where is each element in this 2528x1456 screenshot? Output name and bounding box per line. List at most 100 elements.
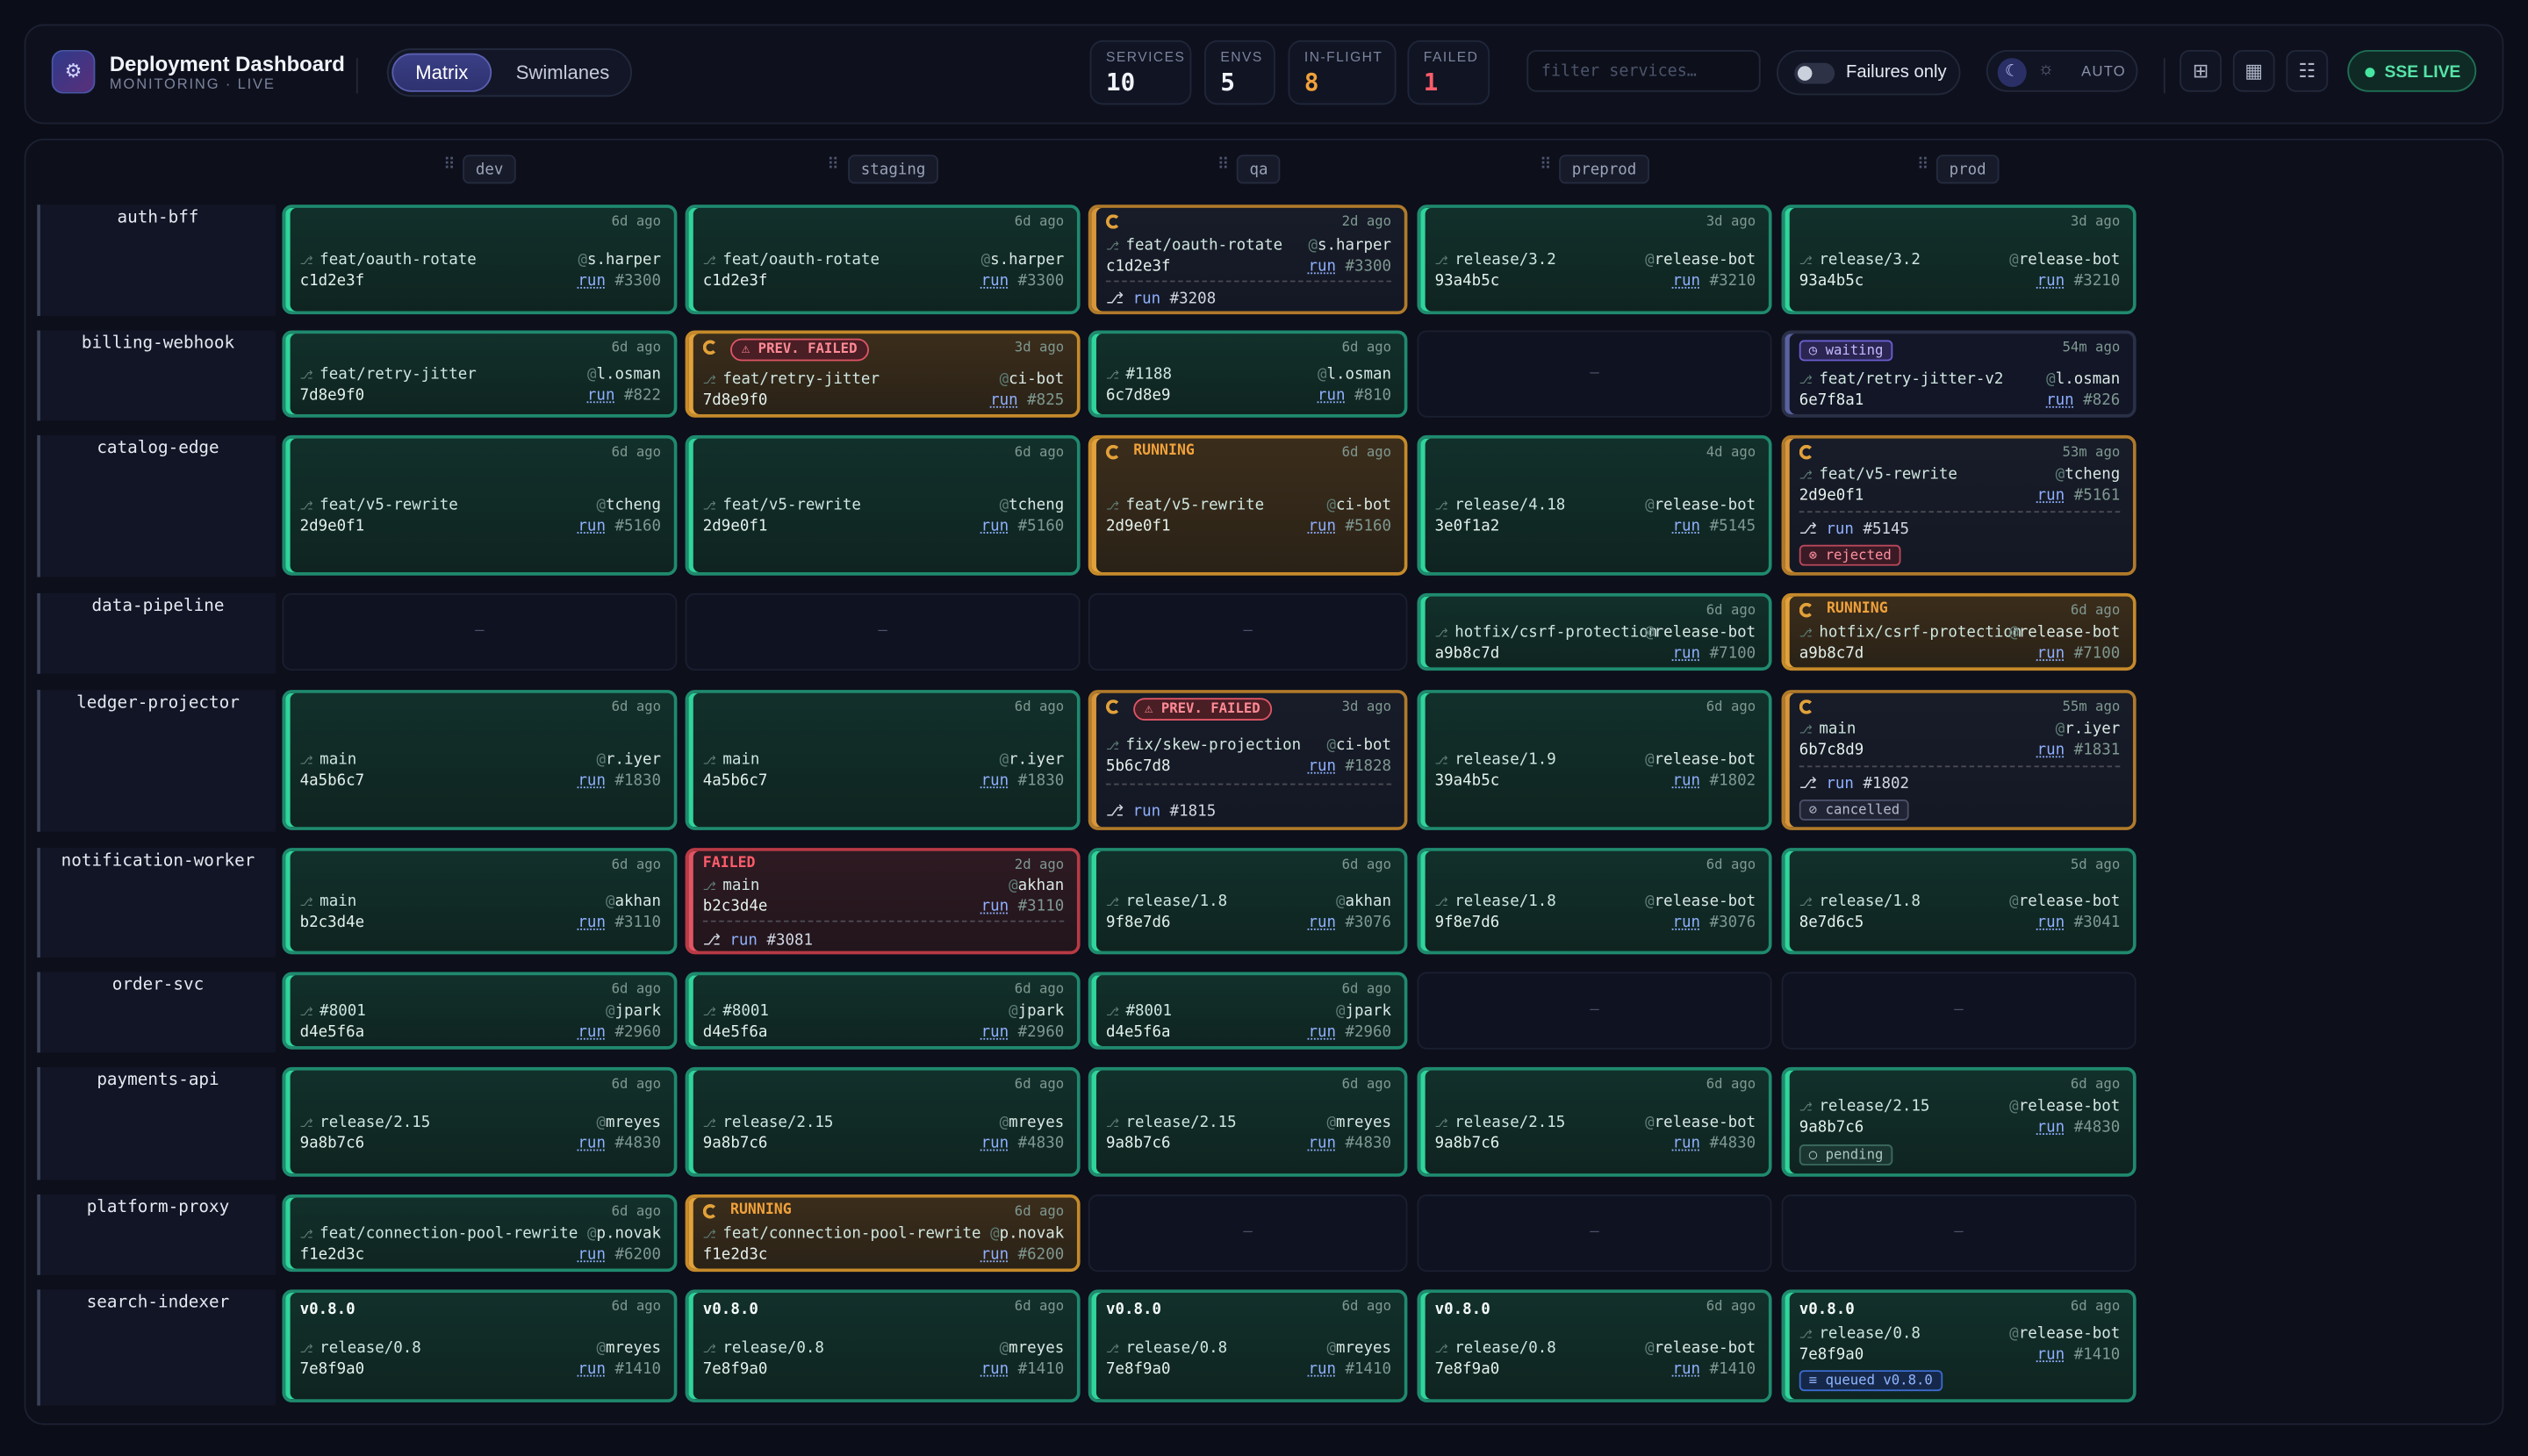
run-link[interactable]: run #2960 [1308, 1023, 1392, 1042]
deploy-cell-auth-bff-qa[interactable]: 2d ago feat/oauth-rotate s.harper c1d2e3… [1088, 204, 1408, 315]
column-header-dev[interactable]: dev [463, 154, 517, 184]
run-link[interactable]: run #3076 [1672, 914, 1756, 932]
run-link[interactable]: run #3210 [1672, 272, 1756, 290]
deploy-cell-notification-worker-qa[interactable]: 6d ago release/1.8 akhan 9f8e7d6 run #30… [1088, 848, 1408, 955]
deploy-cell-catalog-edge-preprod[interactable]: 4d ago release/4.18 release-bot 3e0f1a2 … [1417, 434, 1772, 576]
deploy-cell-ledger-projector-dev[interactable]: 6d ago main r.iyer 4a5b6c7 run #1830 [282, 690, 678, 830]
deploy-cell-payments-api-qa[interactable]: 6d ago release/2.15 mreyes 9a8b7c6 run #… [1088, 1066, 1408, 1177]
deploy-cell-notification-worker-dev[interactable]: 6d ago main akhan b2c3d4e run #3110 [282, 848, 678, 955]
run-link[interactable]: run #3110 [578, 914, 662, 932]
swimlanes-view-button[interactable]: Swimlanes [515, 61, 610, 84]
run-link[interactable]: run #826 [2046, 391, 2121, 410]
deploy-cell-notification-worker-preprod[interactable]: 6d ago release/1.8 release-bot 9f8e7d6 r… [1417, 848, 1772, 955]
run-link[interactable]: run #3210 [2036, 272, 2121, 290]
deploy-cell-auth-bff-staging[interactable]: 6d ago feat/oauth-rotate s.harper c1d2e3… [685, 204, 1081, 315]
sse-live-badge[interactable]: SSE LIVE [2347, 49, 2477, 92]
run-link[interactable]: run #5160 [578, 517, 662, 535]
failures-only-toggle[interactable]: Failures only [1777, 49, 1961, 96]
deploy-cell-notification-worker-staging[interactable]: FAILED 2d ago main akhan b2c3d4e run #31… [685, 848, 1081, 955]
run-link[interactable]: run #810 [1317, 386, 1392, 405]
deploy-cell-billing-webhook-dev[interactable]: 6d ago feat/retry-jitter l.osman 7d8e9f0… [282, 330, 678, 418]
deploy-cell-ledger-projector-preprod[interactable]: 6d ago release/1.9 release-bot 39a4b5c r… [1417, 690, 1772, 830]
row-label-auth-bff[interactable]: auth-bff [37, 204, 276, 316]
run-link[interactable]: run #822 [586, 386, 662, 405]
run-link[interactable]: run #1410 [1672, 1360, 1756, 1379]
row-label-search-indexer[interactable]: search-indexer [37, 1289, 276, 1406]
previous-run-link[interactable]: ⎇ run #3081 [702, 931, 814, 950]
run-link[interactable]: run #7100 [1672, 644, 1756, 663]
deploy-cell-billing-webhook-staging[interactable]: ⚠ PREV. FAILED 3d ago feat/retry-jitter … [685, 330, 1081, 418]
deploy-cell-data-pipeline-preprod[interactable]: 6d ago hotfix/csrf-protection release-bo… [1417, 592, 1772, 671]
row-label-payments-api[interactable]: payments-api [37, 1066, 276, 1180]
filter-services-input[interactable]: filter services… [1526, 49, 1761, 92]
previous-run-link[interactable]: ⎇ run #5145 [1799, 520, 1909, 539]
run-link[interactable]: run #5145 [1672, 517, 1756, 535]
deploy-cell-auth-bff-prod[interactable]: 3d ago release/3.2 release-bot 93a4b5c r… [1781, 204, 2137, 315]
deploy-cell-ledger-projector-qa[interactable]: ⚠ PREV. FAILED 3d ago fix/skew-projectio… [1088, 690, 1408, 830]
deploy-cell-billing-webhook-prod[interactable]: ◷ waiting 54m ago feat/retry-jitter-v2 l… [1781, 330, 2137, 418]
run-link[interactable]: run #1830 [578, 771, 662, 790]
deploy-cell-catalog-edge-qa[interactable]: RUNNING 6d ago feat/v5-rewrite ci-bot 2d… [1088, 434, 1408, 576]
run-link[interactable]: run #1831 [2036, 741, 2121, 760]
run-link[interactable]: run #6200 [578, 1245, 662, 1264]
row-label-notification-worker[interactable]: notification-worker [37, 848, 276, 958]
run-link[interactable]: run #3300 [1308, 257, 1392, 276]
deploy-cell-payments-api-prod[interactable]: 6d ago release/2.15 release-bot 9a8b7c6 … [1781, 1066, 2137, 1177]
run-link[interactable]: run #1410 [2036, 1345, 2121, 1364]
deploy-cell-payments-api-staging[interactable]: 6d ago release/2.15 mreyes 9a8b7c6 run #… [685, 1066, 1081, 1177]
drag-handle-icon[interactable]: ⠿ [1540, 156, 1552, 175]
deploy-cell-catalog-edge-staging[interactable]: 6d ago feat/v5-rewrite tcheng 2d9e0f1 ru… [685, 434, 1081, 576]
deploy-cell-order-svc-staging[interactable]: 6d ago #8001 jpark d4e5f6a run #2960 [685, 972, 1081, 1050]
deploy-cell-billing-webhook-qa[interactable]: 6d ago #1188 l.osman 6c7d8e9 run #810 [1088, 330, 1408, 418]
deploy-cell-platform-proxy-dev[interactable]: 6d ago feat/connection-pool-rewrite p.no… [282, 1194, 678, 1273]
deploy-cell-search-indexer-staging[interactable]: v0.8.0 6d ago release/0.8 mreyes 7e8f9a0… [685, 1289, 1081, 1402]
row-label-billing-webhook[interactable]: billing-webhook [37, 330, 276, 421]
column-header-qa[interactable]: qa [1236, 154, 1282, 184]
run-link[interactable]: run #825 [990, 391, 1065, 410]
run-link[interactable]: run #1410 [578, 1360, 662, 1379]
row-label-ledger-projector[interactable]: ledger-projector [37, 690, 276, 832]
previous-run-link[interactable]: ⎇ run #1815 [1105, 802, 1217, 821]
run-link[interactable]: run #1802 [1672, 771, 1756, 790]
run-link[interactable]: run #1828 [1308, 757, 1392, 776]
previous-run-link[interactable]: ⎇ run #3208 [1105, 290, 1217, 308]
deploy-cell-auth-bff-preprod[interactable]: 3d ago release/3.2 release-bot 93a4b5c r… [1417, 204, 1772, 315]
drag-handle-icon[interactable]: ⠿ [1916, 156, 1929, 175]
row-label-data-pipeline[interactable]: data-pipeline [37, 592, 276, 674]
deploy-cell-payments-api-preprod[interactable]: 6d ago release/2.15 release-bot 9a8b7c6 … [1417, 1066, 1772, 1177]
run-link[interactable]: run #3076 [1308, 914, 1392, 932]
table-layout-icon[interactable]: ▦ [2232, 49, 2275, 92]
deploy-cell-data-pipeline-prod[interactable]: RUNNING 6d ago hotfix/csrf-protection re… [1781, 592, 2137, 671]
previous-run-link[interactable]: ⎇ run #1802 [1799, 775, 1909, 793]
run-link[interactable]: run #7100 [2036, 644, 2121, 663]
run-link[interactable]: run #3041 [2036, 914, 2121, 932]
run-link[interactable]: run #5160 [1308, 517, 1392, 535]
run-link[interactable]: run #2960 [980, 1023, 1065, 1042]
run-link[interactable]: run #1830 [980, 771, 1065, 790]
deploy-cell-catalog-edge-prod[interactable]: 53m ago feat/v5-rewrite tcheng 2d9e0f1 r… [1781, 434, 2137, 576]
toggle-switch[interactable] [1794, 62, 1835, 84]
deploy-cell-payments-api-dev[interactable]: 6d ago release/2.15 mreyes 9a8b7c6 run #… [282, 1066, 678, 1177]
sun-icon[interactable]: ☼ [2037, 59, 2055, 79]
row-label-platform-proxy[interactable]: platform-proxy [37, 1194, 276, 1275]
run-link[interactable]: run #3110 [980, 898, 1065, 916]
run-link[interactable]: run #3300 [578, 272, 662, 290]
deploy-cell-search-indexer-preprod[interactable]: v0.8.0 6d ago release/0.8 release-bot 7e… [1417, 1289, 1772, 1402]
run-link[interactable]: run #4830 [2036, 1118, 2121, 1137]
run-link[interactable]: run #4830 [1308, 1135, 1392, 1153]
row-label-catalog-edge[interactable]: catalog-edge [37, 434, 276, 577]
deploy-cell-ledger-projector-staging[interactable]: 6d ago main r.iyer 4a5b6c7 run #1830 [685, 690, 1081, 830]
deploy-cell-catalog-edge-dev[interactable]: 6d ago feat/v5-rewrite tcheng 2d9e0f1 ru… [282, 434, 678, 576]
column-header-prod[interactable]: prod [1936, 154, 2000, 184]
run-link[interactable]: run #3300 [980, 272, 1065, 290]
run-link[interactable]: run #1410 [980, 1360, 1065, 1379]
column-header-staging[interactable]: staging [848, 154, 939, 184]
run-link[interactable]: run #1410 [1308, 1360, 1392, 1379]
row-label-order-svc[interactable]: order-svc [37, 972, 276, 1053]
theme-auto-button[interactable]: AUTO [2081, 62, 2126, 79]
run-link[interactable]: run #4830 [1672, 1135, 1756, 1153]
deploy-cell-platform-proxy-staging[interactable]: RUNNING 6d ago feat/connection-pool-rewr… [685, 1194, 1081, 1273]
deploy-cell-auth-bff-dev[interactable]: 6d ago feat/oauth-rotate s.harper c1d2e3… [282, 204, 678, 315]
moon-icon[interactable]: ☾ [1997, 58, 2027, 88]
grid-layout-icon[interactable]: ⊞ [2180, 49, 2222, 92]
